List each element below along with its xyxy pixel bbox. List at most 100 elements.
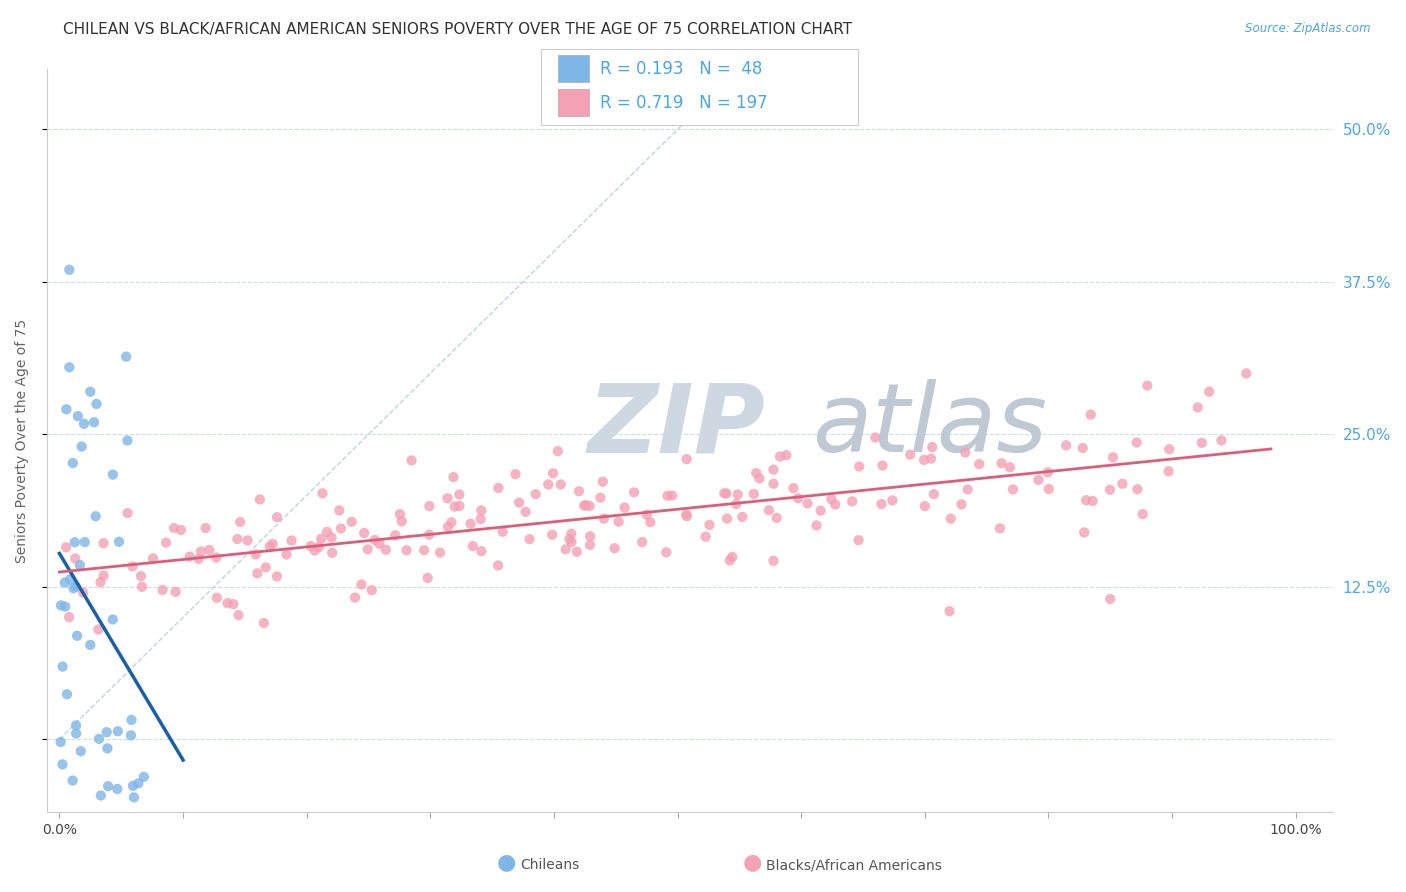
Point bbox=[718, 553, 741, 567]
Point bbox=[782, 481, 804, 495]
Point bbox=[657, 489, 679, 503]
Point bbox=[66, 409, 89, 423]
Text: R = 0.193   N =  48: R = 0.193 N = 48 bbox=[600, 60, 762, 78]
Point bbox=[321, 531, 343, 545]
Point bbox=[413, 543, 436, 558]
Point bbox=[623, 485, 645, 500]
Point bbox=[449, 487, 471, 501]
Text: ZIP: ZIP bbox=[588, 379, 765, 472]
Point bbox=[460, 516, 482, 531]
Point bbox=[395, 543, 418, 558]
Point bbox=[1198, 384, 1220, 399]
Point bbox=[245, 547, 267, 561]
Point bbox=[1028, 473, 1050, 487]
Point bbox=[676, 509, 699, 524]
Point bbox=[194, 521, 217, 535]
Point bbox=[1187, 401, 1209, 415]
Point bbox=[695, 530, 717, 544]
Point bbox=[492, 524, 515, 539]
Point bbox=[806, 518, 828, 533]
Point bbox=[699, 517, 721, 532]
Point bbox=[321, 546, 343, 560]
Point bbox=[72, 585, 94, 599]
Text: atlas: atlas bbox=[813, 379, 1047, 472]
Point bbox=[120, 728, 142, 742]
Point bbox=[179, 549, 201, 564]
Point bbox=[449, 499, 471, 513]
Point bbox=[655, 545, 678, 559]
Point bbox=[205, 550, 228, 565]
Point bbox=[1191, 435, 1213, 450]
Point bbox=[69, 744, 91, 758]
Point bbox=[745, 466, 768, 480]
Point bbox=[519, 533, 541, 547]
Point bbox=[253, 615, 276, 630]
Point bbox=[1054, 438, 1077, 452]
Point bbox=[97, 779, 120, 793]
Point bbox=[55, 402, 77, 417]
Point bbox=[758, 503, 780, 517]
Point bbox=[515, 505, 537, 519]
Point bbox=[848, 533, 870, 548]
Point bbox=[1125, 435, 1147, 450]
Point bbox=[470, 544, 492, 558]
Point bbox=[550, 477, 572, 491]
Point bbox=[748, 471, 770, 485]
Point bbox=[824, 498, 846, 512]
Point bbox=[217, 596, 239, 610]
Point bbox=[547, 444, 569, 458]
Point bbox=[938, 604, 960, 618]
Point bbox=[117, 506, 139, 520]
Point bbox=[848, 459, 870, 474]
Point bbox=[329, 522, 352, 536]
Point bbox=[266, 510, 288, 524]
Point bbox=[541, 467, 564, 481]
Point bbox=[1126, 482, 1149, 496]
Point bbox=[79, 638, 101, 652]
Point bbox=[810, 503, 832, 517]
Point bbox=[56, 687, 79, 701]
Point bbox=[59, 573, 82, 587]
Point bbox=[65, 580, 87, 594]
Point bbox=[820, 492, 842, 507]
Point bbox=[1073, 525, 1095, 540]
Point bbox=[1001, 483, 1024, 497]
Point bbox=[443, 470, 465, 484]
Point bbox=[870, 497, 893, 511]
Point bbox=[775, 448, 797, 462]
Point bbox=[1102, 450, 1125, 465]
Point bbox=[226, 532, 249, 546]
Point bbox=[1071, 441, 1094, 455]
Point bbox=[62, 456, 84, 470]
Point bbox=[537, 477, 560, 491]
Point bbox=[309, 532, 332, 546]
Point bbox=[713, 486, 735, 500]
Point bbox=[311, 486, 333, 500]
Point bbox=[470, 512, 492, 526]
Point bbox=[429, 545, 451, 559]
Point bbox=[920, 451, 942, 466]
Point bbox=[675, 508, 697, 522]
Point bbox=[127, 776, 149, 790]
Text: Chileans: Chileans bbox=[520, 858, 579, 872]
Point bbox=[129, 569, 152, 583]
Point bbox=[1111, 476, 1133, 491]
Point bbox=[988, 521, 1011, 535]
Point bbox=[328, 503, 350, 517]
Point bbox=[93, 536, 115, 550]
Point bbox=[58, 262, 80, 277]
Point bbox=[486, 481, 509, 495]
Point bbox=[956, 483, 979, 497]
Point bbox=[340, 515, 363, 529]
Point bbox=[912, 453, 935, 467]
Point bbox=[52, 659, 75, 673]
Point bbox=[51, 757, 73, 772]
Point bbox=[1098, 483, 1121, 497]
Point bbox=[152, 582, 174, 597]
Point bbox=[675, 452, 697, 467]
Point bbox=[364, 533, 387, 547]
Point bbox=[391, 514, 413, 528]
Point bbox=[246, 566, 269, 581]
Point bbox=[922, 487, 945, 501]
Point bbox=[921, 440, 943, 454]
